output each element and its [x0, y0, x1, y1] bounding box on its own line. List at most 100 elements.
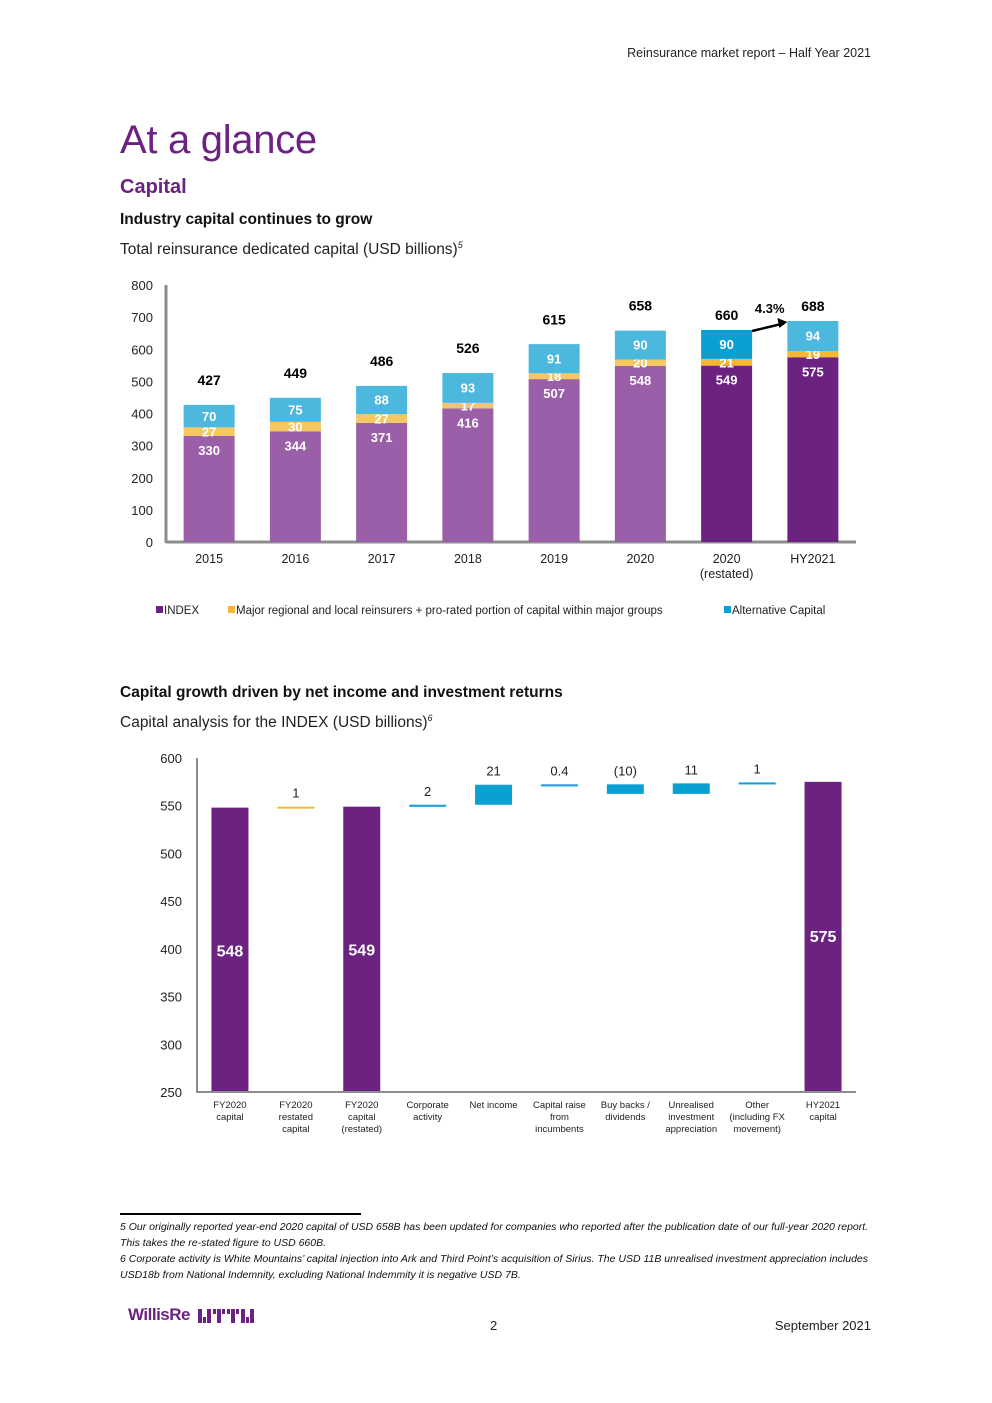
bar-segment-alternative — [442, 373, 494, 403]
footnotes: 5 Our originally reported year-end 2020 … — [120, 1219, 870, 1283]
chart2-subtitle: Capital analysis for the INDEX (USD bill… — [120, 713, 433, 732]
y-tick-label: 500 — [160, 846, 182, 861]
x-tick-label: 2018 — [454, 552, 482, 566]
chart2-heading: Capital growth driven by net income and … — [120, 684, 563, 701]
bar-segment-alternative — [356, 385, 408, 415]
legend-label: Major regional and local reinsurers + pr… — [236, 605, 663, 617]
y-tick-label: 400 — [131, 407, 153, 422]
y-tick-label: 550 — [160, 799, 182, 814]
x-tick-label: HY2021 — [790, 552, 835, 566]
y-tick-label: 350 — [160, 990, 182, 1005]
y-tick-label: 200 — [131, 471, 153, 486]
bar-segment-alternative — [787, 320, 839, 352]
x-tick-label: (including FX — [729, 1112, 785, 1123]
bar-segment-major — [269, 421, 321, 432]
bar-segment-major — [528, 373, 580, 380]
y-tick-label: 500 — [131, 374, 153, 389]
y-tick-label: 100 — [131, 503, 153, 518]
bar-segment-alternative — [614, 330, 666, 360]
footnote-6: 6 Corporate activity is White Mountains’… — [120, 1253, 869, 1281]
total-bar — [211, 807, 249, 1092]
x-tick-label: capital — [216, 1112, 243, 1123]
chart1-footnote-ref: 5 — [457, 240, 463, 250]
x-tick-label: 2016 — [281, 552, 309, 566]
segment-value-label: 548 — [630, 373, 652, 388]
step-bar — [540, 784, 578, 787]
x-tick-label: 2020 — [713, 552, 741, 566]
segment-value-label: 507 — [543, 386, 565, 401]
step-bar — [738, 782, 776, 785]
segment-value-label: 575 — [802, 364, 824, 379]
segment-value-label: 94 — [806, 329, 821, 344]
segment-value-label: 330 — [198, 443, 220, 458]
x-tick-label: FY2020 — [279, 1100, 312, 1111]
total-bar — [804, 781, 842, 1092]
page-title: At a glance — [120, 118, 317, 162]
chart2-subtitle-text: Capital analysis for the INDEX (USD bill… — [120, 714, 428, 732]
segment-value-label: 27 — [202, 425, 216, 440]
segment-value-label: 21 — [719, 355, 733, 370]
bar-segment-major — [183, 427, 235, 436]
bar-value-label: 21 — [486, 764, 500, 779]
step-bar — [672, 783, 710, 794]
bar-segment-alternative — [269, 397, 321, 422]
y-tick-label: 300 — [160, 1037, 182, 1052]
bar-segment-alternative — [701, 329, 753, 359]
legend-swatch — [724, 606, 731, 613]
bar-value-label: 2 — [424, 784, 431, 799]
bar-value-label: 548 — [217, 944, 244, 961]
x-tick-label: from — [550, 1112, 569, 1123]
segment-value-label: 90 — [719, 337, 733, 352]
wtw-logo-icon — [197, 1309, 254, 1323]
x-tick-label: 2020 — [626, 552, 654, 566]
bar-segment-index — [442, 408, 494, 542]
x-tick-label: capital — [809, 1112, 836, 1123]
legend-label: Alternative Capital — [732, 605, 825, 617]
chart2-footnote-ref: 6 — [427, 713, 433, 723]
bar-segment-index — [614, 365, 666, 542]
x-tick-label: capital — [348, 1112, 375, 1123]
segment-value-label: 371 — [371, 430, 393, 445]
bar-segment-major — [701, 358, 753, 366]
step-bar — [475, 784, 513, 805]
bar-segment-index — [183, 435, 235, 542]
bar-value-label: 11 — [685, 762, 699, 777]
step-bar — [409, 804, 447, 807]
bar-segment-alternative — [183, 404, 235, 428]
y-tick-label: 800 — [131, 278, 153, 293]
x-tick-label: HY2021 — [806, 1100, 840, 1111]
total-value-label: 486 — [370, 353, 394, 369]
step-bar — [277, 806, 315, 809]
x-tick-label: dividends — [605, 1112, 645, 1123]
total-bar — [343, 806, 381, 1092]
bar-segment-major — [787, 351, 839, 358]
x-tick-label: movement) — [733, 1124, 781, 1135]
total-value-label: 526 — [456, 340, 480, 356]
x-tick-label: (restated) — [341, 1124, 382, 1135]
bar-value-label: 549 — [348, 943, 375, 960]
y-tick-label: 600 — [160, 751, 182, 766]
page-number: 2 — [490, 1318, 498, 1333]
section-title: Capital — [120, 176, 187, 198]
bar-segment-major — [442, 402, 494, 409]
legend-label: INDEX — [164, 605, 199, 617]
total-value-label: 427 — [197, 372, 221, 388]
bar-segment-index — [269, 431, 321, 542]
step-bar — [606, 784, 644, 794]
bar-value-label: 1 — [754, 761, 761, 776]
bar-value-label: (10) — [614, 763, 637, 778]
x-tick-label: incumbents — [535, 1124, 584, 1135]
x-tick-label: FY2020 — [345, 1100, 378, 1111]
y-tick-label: 400 — [160, 942, 182, 957]
segment-value-label: 75 — [288, 403, 302, 418]
chart1-heading: Industry capital continues to grow — [120, 211, 373, 228]
footnote-5: 5 Our originally reported year-end 2020 … — [120, 1221, 869, 1249]
x-tick-label: capital — [282, 1124, 309, 1135]
x-tick-label: (restated) — [700, 567, 754, 581]
x-tick-label: Buy backs / — [601, 1100, 650, 1111]
bar-segment-major — [356, 414, 408, 423]
legend-swatch — [156, 606, 163, 613]
x-tick-label: FY2020 — [213, 1100, 246, 1111]
segment-value-label: 70 — [202, 409, 216, 424]
footnote-divider — [120, 1213, 361, 1215]
